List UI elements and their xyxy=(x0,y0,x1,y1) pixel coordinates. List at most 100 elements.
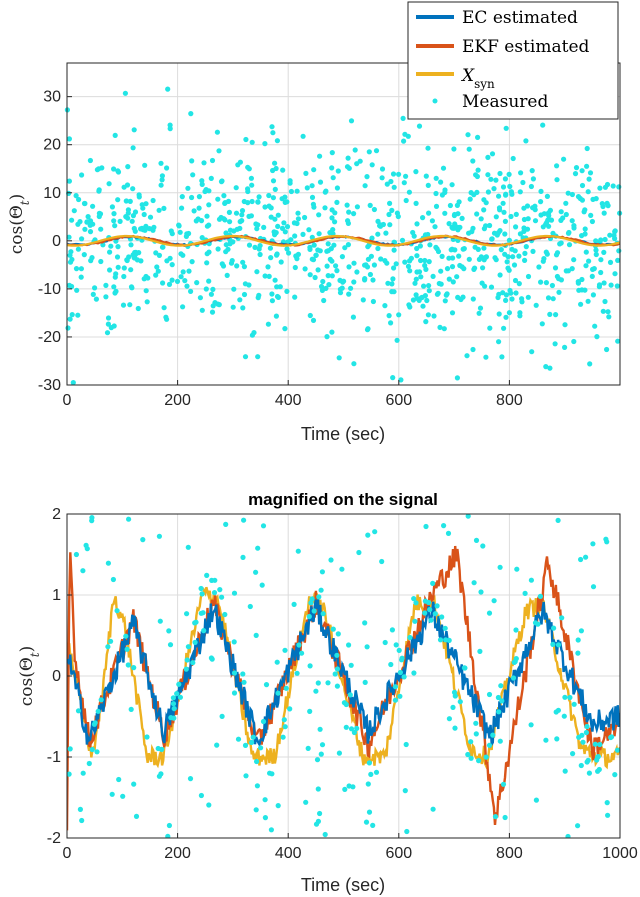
top-measured-point xyxy=(565,190,571,196)
top-measured-point xyxy=(81,252,87,258)
top-measured-point xyxy=(556,276,562,282)
top-measured-point xyxy=(180,304,186,310)
top-measured-point xyxy=(335,168,341,174)
top-measured-point xyxy=(478,216,484,222)
top-measured-point xyxy=(382,303,388,309)
top-measured-point xyxy=(544,219,550,226)
bottom-measured-point xyxy=(422,598,428,604)
top-measured-point xyxy=(354,269,360,275)
top-measured-point xyxy=(446,221,452,227)
bottom-measured-point xyxy=(249,739,255,746)
top-measured-point xyxy=(579,233,585,239)
top-measured-point xyxy=(454,274,460,280)
top-measured-point xyxy=(533,302,539,308)
bottom-measured-point xyxy=(397,693,403,699)
top-measured-point xyxy=(339,285,345,291)
top-measured-point xyxy=(470,296,476,302)
bottom-measured-point xyxy=(565,833,571,838)
bottom-measured-point xyxy=(411,670,417,676)
top-measured-point xyxy=(386,211,392,218)
top-measured-point xyxy=(585,298,591,304)
top-measured-point xyxy=(465,132,471,138)
bottom-measured-point xyxy=(77,806,83,813)
bottom-measured-point xyxy=(551,625,557,631)
top-measured-point xyxy=(351,211,357,217)
bottom-measured-point xyxy=(465,514,471,519)
top-measured-point xyxy=(143,201,149,207)
top-measured-point xyxy=(563,211,569,218)
top-measured-point xyxy=(470,225,476,231)
bottom-measured-point xyxy=(185,644,191,650)
top-measured-point xyxy=(388,178,394,185)
bottom-measured-point xyxy=(575,650,581,656)
bottom-measured-point xyxy=(253,632,259,639)
top-measured-point xyxy=(594,334,600,340)
top-measured-point xyxy=(132,209,139,215)
bottom-measured-point xyxy=(575,823,581,829)
top-measured-point xyxy=(553,252,560,258)
top-measured-point xyxy=(431,313,437,319)
bottom-measured-point xyxy=(513,627,519,633)
top-measured-point xyxy=(69,312,75,318)
top-measured-point xyxy=(585,189,591,195)
top-measured-point xyxy=(90,291,96,297)
bottom-chart-title: magnified on the signal xyxy=(248,490,438,509)
bottom-measured-point xyxy=(339,566,345,572)
top-measured-point xyxy=(579,197,586,203)
top-measured-point xyxy=(158,160,164,166)
top-measured-point xyxy=(67,316,73,322)
bottom-measured-point xyxy=(555,517,561,524)
bottom-measured-point xyxy=(318,751,324,757)
top-measured-point xyxy=(513,211,519,217)
bottom-x-tick-label: 800 xyxy=(496,845,523,862)
bottom-measured-point xyxy=(258,745,264,751)
bottom-measured-point xyxy=(473,537,480,544)
bottom-measured-point xyxy=(404,828,410,835)
top-measured-point xyxy=(470,158,476,164)
bottom-measured-point xyxy=(262,797,268,803)
top-measured-point xyxy=(506,237,512,243)
top-measured-point xyxy=(530,248,536,254)
top-measured-point xyxy=(159,173,165,179)
bottom-x-tick-label: 1000 xyxy=(602,845,638,862)
top-measured-point xyxy=(121,265,127,271)
bottom-measured-point xyxy=(584,723,590,730)
top-measured-point xyxy=(303,170,309,176)
top-measured-point xyxy=(233,210,240,216)
top-measured-point xyxy=(391,184,397,190)
bottom-measured-point xyxy=(235,736,242,742)
top-measured-point xyxy=(383,230,389,236)
top-measured-point xyxy=(154,264,160,270)
bottom-measured-point xyxy=(571,701,577,707)
bottom-measured-point xyxy=(550,641,556,648)
bottom-measured-point xyxy=(231,590,238,596)
bottom-measured-point xyxy=(543,737,549,743)
bottom-measured-point xyxy=(468,755,474,761)
top-measured-point xyxy=(507,183,513,190)
bottom-measured-point xyxy=(427,607,433,613)
top-measured-point xyxy=(241,264,247,270)
top-measured-point xyxy=(270,195,276,201)
top-measured-point xyxy=(237,297,243,303)
top-measured-point xyxy=(426,259,432,265)
top-measured-point xyxy=(206,278,212,284)
top-measured-point xyxy=(310,257,317,263)
top-measured-point xyxy=(474,211,480,217)
bottom-measured-point xyxy=(334,683,340,689)
top-measured-point xyxy=(499,354,505,360)
top-measured-point xyxy=(498,247,504,253)
bottom-measured-point xyxy=(98,697,104,703)
top-measured-point xyxy=(189,158,195,164)
top-measured-point xyxy=(483,354,489,360)
top-measured-point xyxy=(223,249,229,255)
bottom-measured-point xyxy=(192,620,198,626)
top-measured-point xyxy=(156,207,162,213)
top-measured-point xyxy=(161,305,167,311)
bottom-x-tick-label: 200 xyxy=(164,845,191,862)
top-measured-point xyxy=(592,323,598,329)
bottom-measured-point xyxy=(511,659,517,666)
top-measured-point xyxy=(191,208,197,214)
bottom-x-tick-label: 400 xyxy=(275,845,302,862)
top-measured-point xyxy=(552,341,558,347)
bottom-measured-point xyxy=(199,591,205,597)
